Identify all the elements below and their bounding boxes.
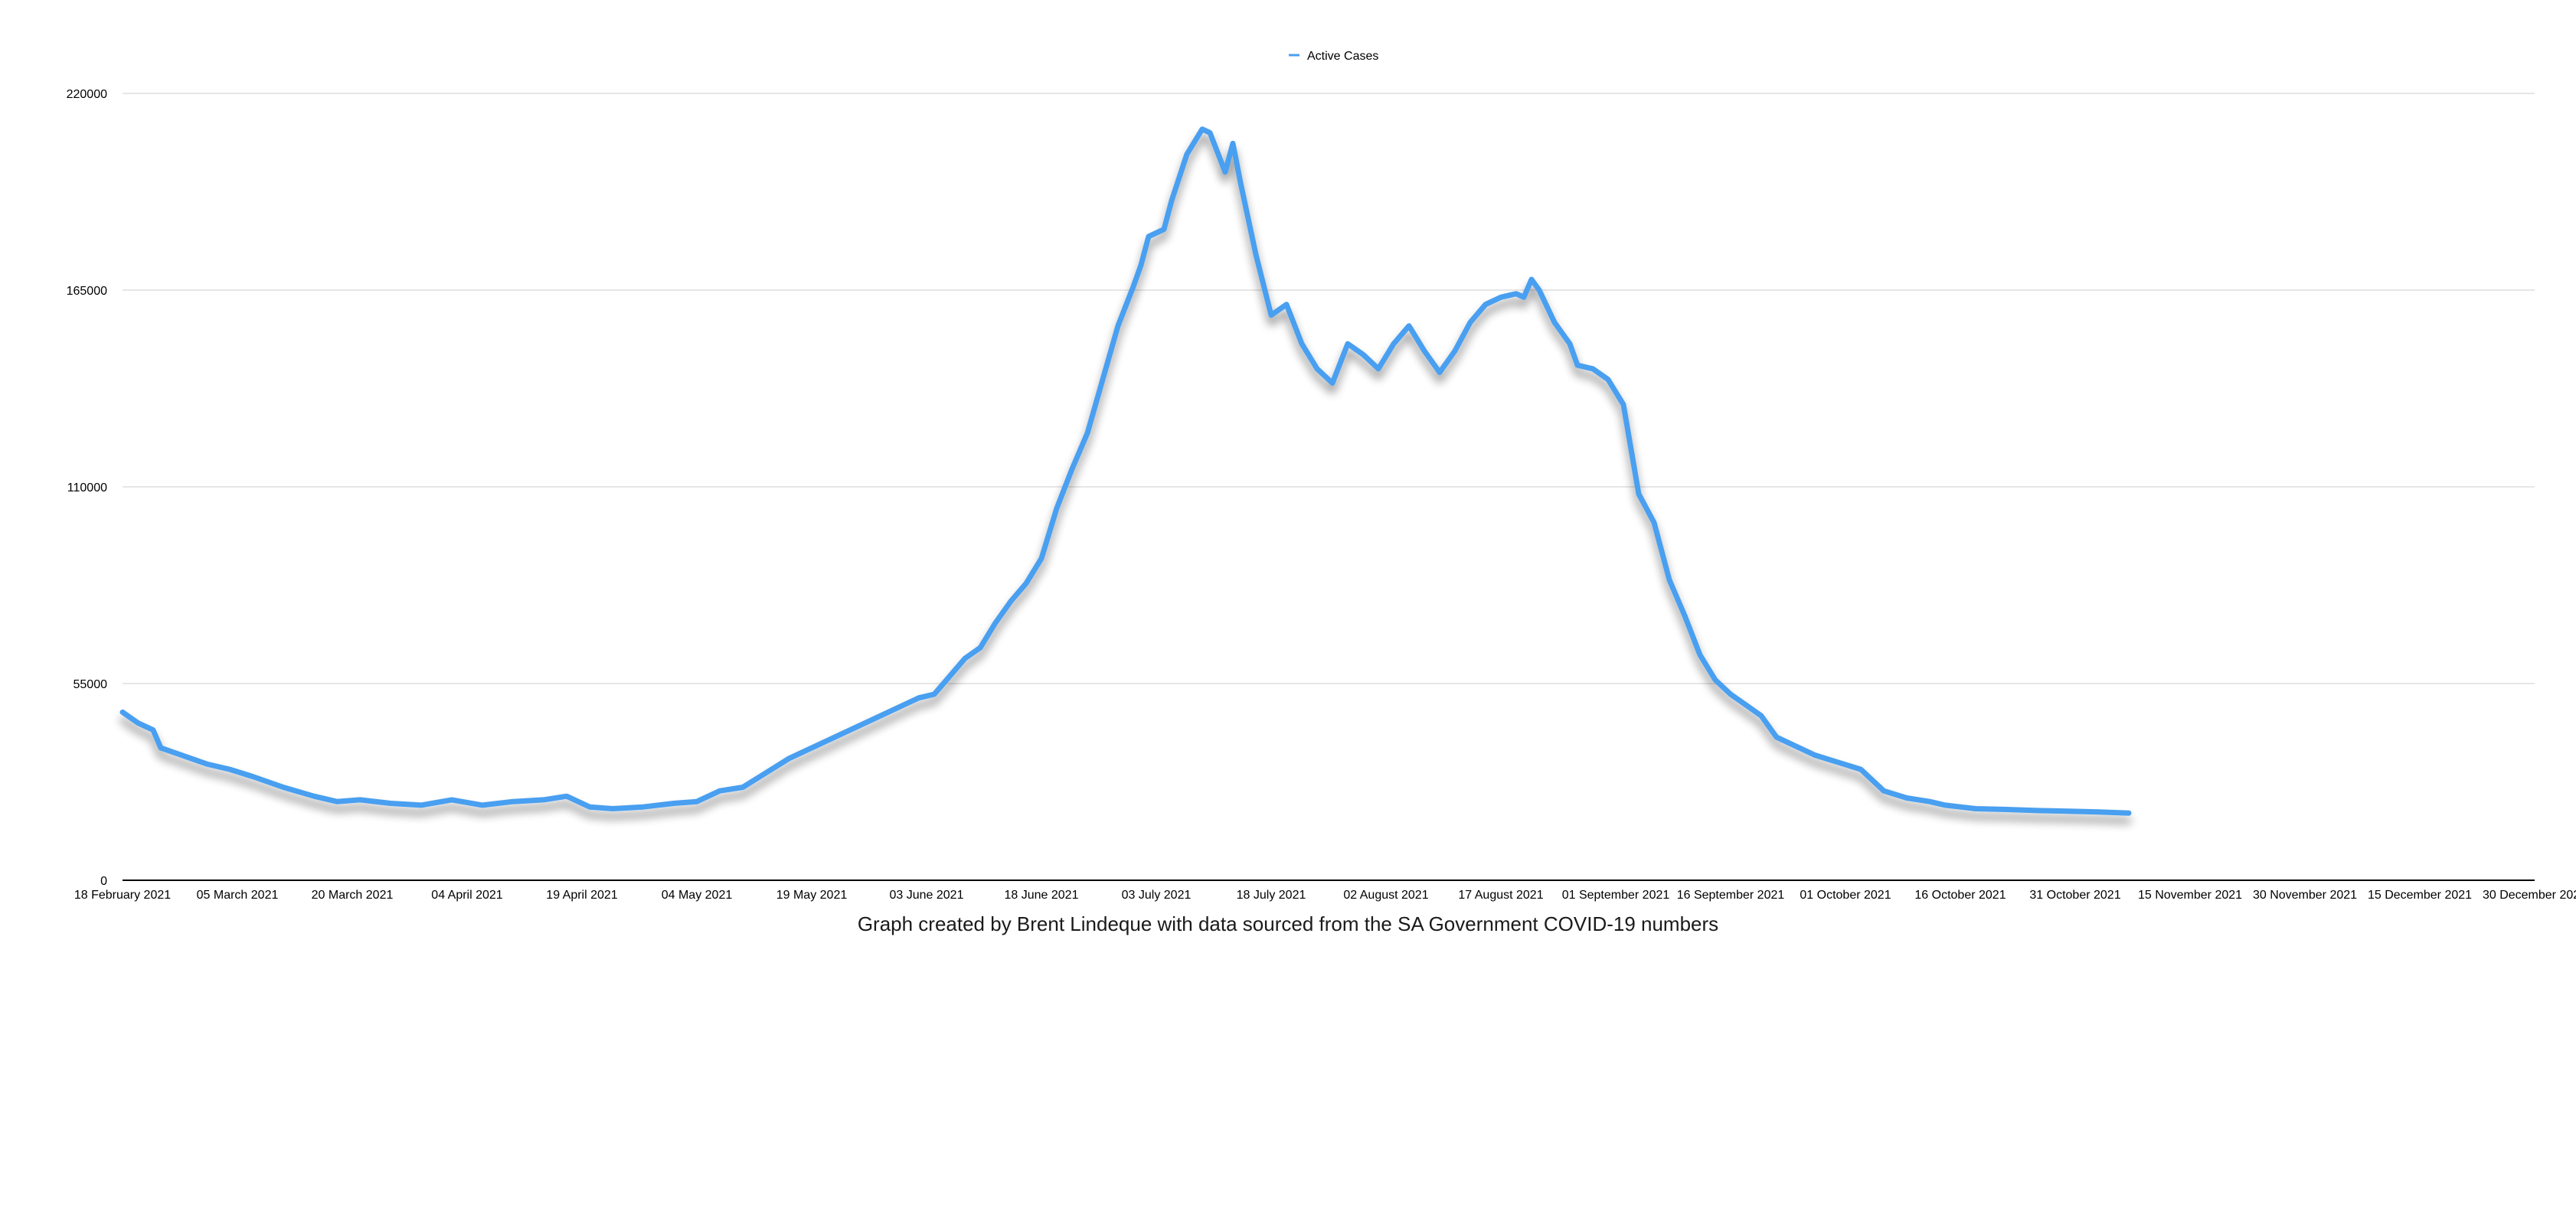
axes: 0 55000 110000 165000 220000 18 February 2021… [67, 88, 2576, 902]
x-tick-label: 04 May 2021 [662, 889, 733, 902]
x-tick-label: 16 September 2021 [1677, 889, 1785, 902]
x-tick-label: 03 July 2021 [1122, 889, 1192, 902]
x-tick-label: 20 March 2021 [312, 889, 394, 902]
x-tick-label: 15 December 2021 [2368, 889, 2472, 902]
x-tick-label: 30 December 2021 [2483, 889, 2576, 902]
x-tick-label: 02 August 2021 [1343, 889, 1428, 902]
y-tick-label: 0 [100, 875, 107, 888]
y-tick-label: 55000 [74, 678, 108, 691]
series-line-active-cases [119, 126, 2132, 816]
x-tick-label: 19 April 2021 [546, 889, 618, 902]
x-tick-label: 01 September 2021 [1562, 889, 1670, 902]
x-tick-label: 30 November 2021 [2253, 889, 2357, 902]
x-tick-label: 16 October 2021 [1914, 889, 2006, 902]
x-tick-label: 18 February 2021 [74, 889, 171, 902]
x-tick-label: 05 March 2021 [197, 889, 279, 902]
series-layer [119, 126, 2132, 816]
x-tick-label: 04 April 2021 [431, 889, 503, 902]
legend: Active Cases [1289, 50, 1378, 63]
x-tick-label: 18 June 2021 [1005, 889, 1079, 902]
x-tick-label: 17 August 2021 [1458, 889, 1543, 902]
legend-label: Active Cases [1307, 50, 1378, 63]
chart-caption: Graph created by Brent Lindeque with dat… [857, 912, 1719, 935]
y-tick-label: 220000 [67, 88, 107, 101]
x-tick-label: 18 July 2021 [1237, 889, 1306, 902]
gridlines [123, 93, 2535, 684]
x-tick-label: 31 October 2021 [2029, 889, 2120, 902]
x-tick-label: 03 June 2021 [890, 889, 964, 902]
y-tick-label: 110000 [67, 481, 107, 494]
x-tick-label: 15 November 2021 [2138, 889, 2242, 902]
x-tick-label: 19 May 2021 [776, 889, 848, 902]
y-tick-label: 165000 [67, 285, 107, 298]
x-tick-label: 01 October 2021 [1800, 889, 1891, 902]
